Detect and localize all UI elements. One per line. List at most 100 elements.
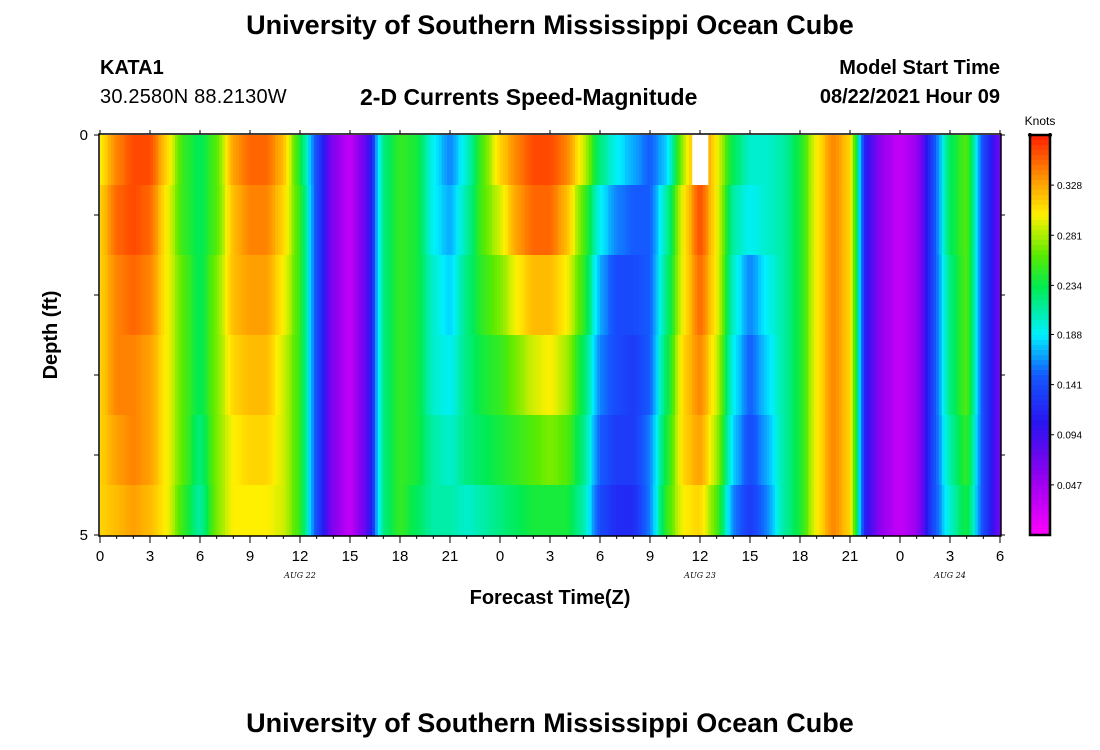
heatmap-cell	[425, 485, 429, 536]
heatmap-cell	[925, 135, 929, 186]
heatmap-cell	[963, 255, 968, 336]
heatmap-cell	[669, 485, 673, 536]
heatmap-cell	[233, 135, 237, 186]
heatmap-cell	[244, 415, 248, 486]
heatmap-cell	[563, 135, 568, 186]
heatmap-cell	[908, 335, 912, 416]
heatmap-cell	[225, 485, 229, 536]
heatmap-cell	[791, 415, 796, 486]
heatmap-cell	[991, 485, 994, 536]
heatmap-cell	[486, 255, 490, 336]
heatmap-cell	[319, 335, 323, 416]
heatmap-cell	[291, 485, 296, 536]
heatmap-cell	[250, 135, 254, 186]
x-tick-label: 12	[692, 548, 709, 565]
heatmap-cell	[244, 335, 248, 416]
heatmap-cell	[622, 335, 626, 416]
heatmap-cell	[286, 415, 290, 486]
heatmap-cell	[425, 335, 429, 416]
heatmap-cell	[269, 255, 273, 336]
heatmap-cell	[194, 485, 198, 536]
heatmap-cell	[841, 255, 846, 336]
heatmap-cell	[122, 335, 126, 416]
heatmap-cell	[283, 255, 287, 336]
heatmap-cell	[766, 415, 771, 486]
heatmap-cell	[566, 335, 571, 416]
heatmap-cell	[638, 135, 643, 186]
heatmap-cell	[250, 255, 254, 336]
heatmap-cell	[827, 135, 832, 186]
heatmap-cell	[783, 185, 787, 256]
heatmap-cell	[330, 255, 334, 336]
colorbar-segment	[1030, 290, 1050, 296]
heatmap-cell	[616, 185, 621, 256]
heatmap-cell	[605, 135, 609, 186]
heatmap-cell	[411, 335, 415, 416]
heatmap-cell	[441, 255, 446, 336]
heatmap-cell	[552, 485, 557, 536]
heatmap-cell	[572, 485, 576, 536]
heatmap-cell	[913, 415, 918, 486]
heatmap-cell	[602, 335, 607, 416]
heatmap-cell	[769, 335, 773, 416]
heatmap-cell	[419, 185, 423, 256]
heatmap-cell	[969, 415, 973, 486]
heatmap-cell	[880, 135, 884, 186]
heatmap-cell	[652, 135, 657, 186]
heatmap-cell	[652, 415, 657, 486]
heatmap-cell	[961, 255, 965, 336]
colorbar-segment	[1030, 400, 1050, 406]
heatmap-cell	[750, 135, 754, 186]
colorbar-segment	[1030, 520, 1050, 526]
heatmap-cell	[998, 415, 1001, 486]
heatmap-cell	[483, 485, 487, 536]
heatmap-cell	[980, 415, 984, 486]
heatmap-cell	[186, 255, 190, 336]
x-tick-label: 18	[392, 548, 409, 565]
colorbar-segment	[1030, 190, 1050, 196]
heatmap-cell	[980, 255, 984, 336]
heatmap-cell	[658, 415, 662, 486]
colorbar-segment	[1030, 230, 1050, 236]
colorbar-segment	[1030, 270, 1050, 276]
heatmap-cell	[344, 185, 348, 256]
heatmap-cell	[919, 485, 923, 536]
heatmap-cell	[605, 335, 609, 416]
heatmap-cell	[747, 255, 751, 336]
heatmap-cell	[602, 185, 607, 256]
heatmap-cell	[200, 135, 204, 186]
heatmap-cell	[972, 135, 976, 186]
heatmap-cell	[333, 135, 337, 186]
heatmap-cell	[697, 335, 701, 416]
heatmap-cell	[997, 135, 1000, 186]
heatmap-cell	[175, 415, 179, 486]
heatmap-cell	[583, 335, 587, 416]
heatmap-cell	[683, 135, 687, 186]
heatmap-cell	[577, 485, 582, 536]
colorbar-segment	[1030, 245, 1050, 251]
heatmap-cell	[330, 135, 334, 186]
heatmap-cell	[452, 185, 457, 256]
heatmap-cell	[469, 185, 473, 256]
heatmap-cell	[822, 185, 826, 256]
heatmap-cell	[677, 485, 682, 536]
heatmap-cell	[405, 185, 409, 256]
heatmap-cell	[416, 185, 421, 256]
heatmap-cell	[144, 185, 148, 256]
heatmap-cell	[791, 185, 796, 256]
heatmap-cell	[713, 255, 718, 336]
heatmap-cell	[444, 135, 448, 186]
heatmap-cell	[225, 185, 229, 256]
heatmap-cell	[452, 135, 457, 186]
heatmap-cell	[808, 335, 812, 416]
heatmap-cell	[166, 255, 171, 336]
heatmap-cell	[483, 335, 487, 416]
heatmap-cell	[541, 255, 546, 336]
heatmap-cell	[147, 185, 151, 256]
heatmap-cell	[897, 485, 901, 536]
heatmap-cell	[316, 135, 321, 186]
heatmap-cell	[569, 335, 573, 416]
heatmap-cell	[272, 335, 276, 416]
heatmap-cell	[402, 415, 407, 486]
heatmap-cell	[958, 135, 962, 186]
